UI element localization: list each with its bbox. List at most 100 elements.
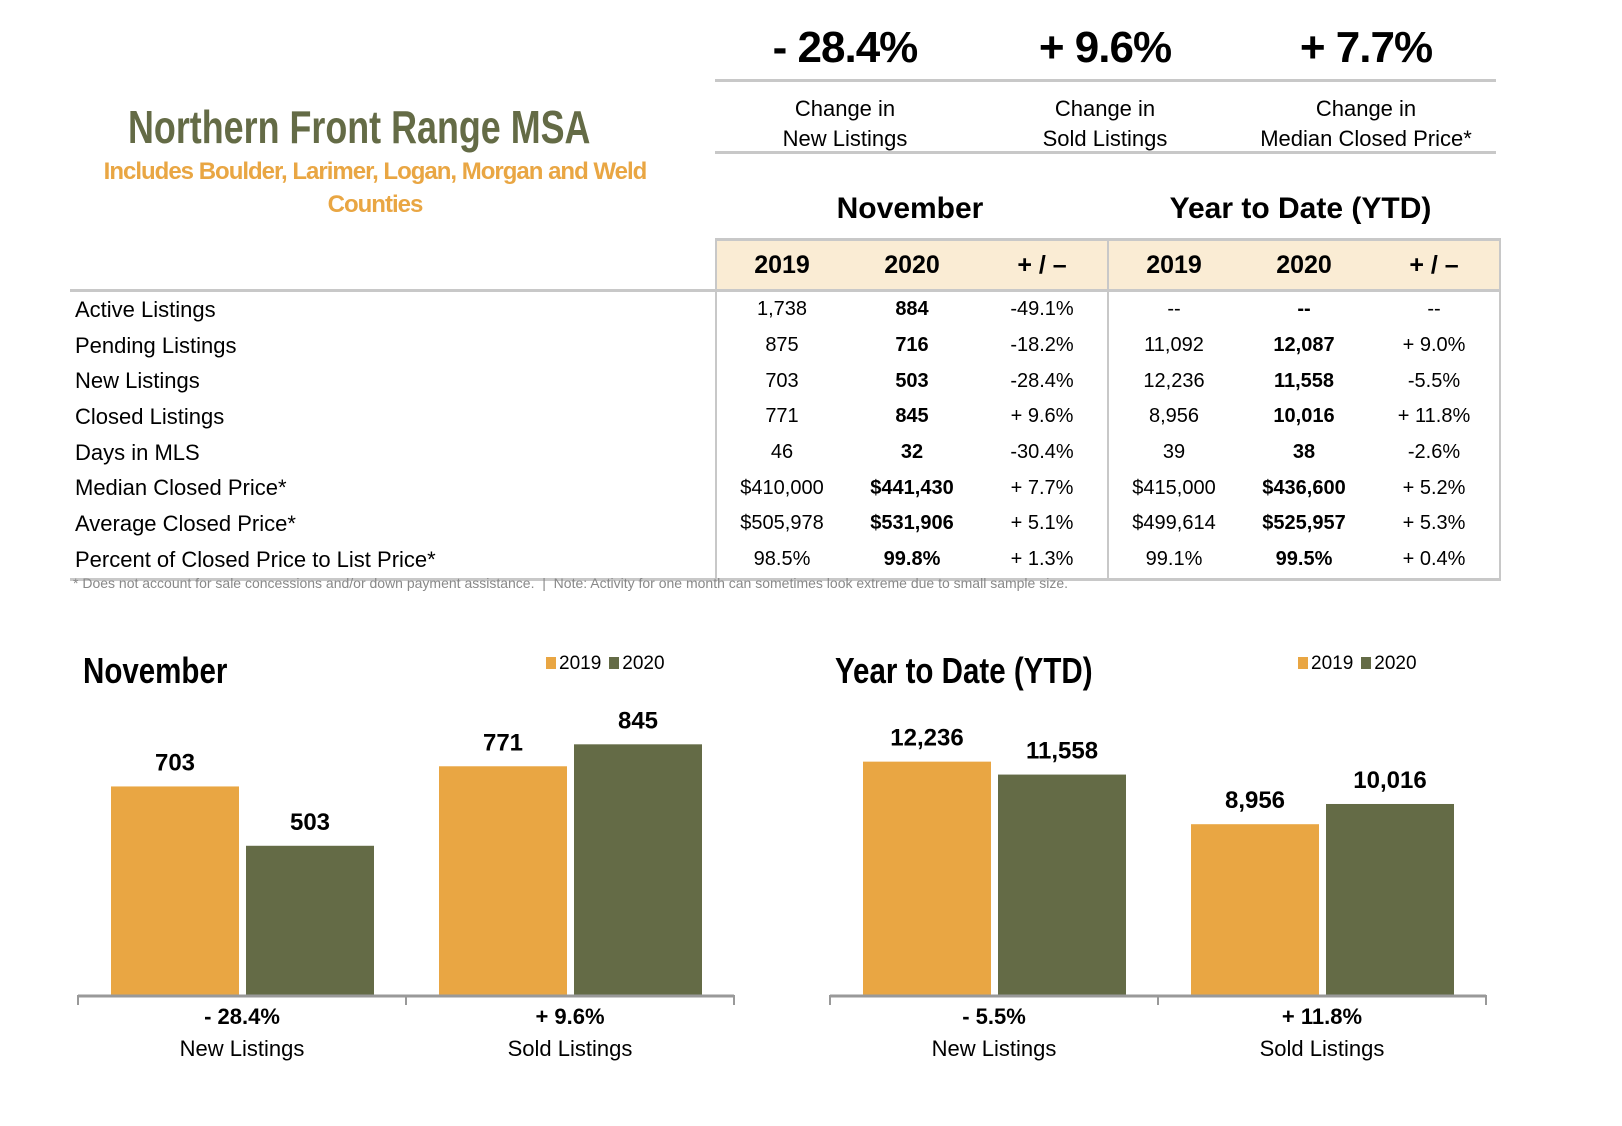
cell: 1,738 [715,290,847,328]
chart-title-month: November [83,650,228,691]
bar-2020-sold-listings [1326,803,1454,995]
cell: 503 [895,369,929,392]
cell: -49.1% [1010,298,1074,321]
data-label: 771 [483,729,523,756]
cell: 884 [895,298,929,321]
cell: + 0.4% [1369,541,1501,579]
bar-2019-sold-listings [1191,824,1319,995]
cell: 39 [1107,434,1239,471]
legend-ytd: 2019 2020 [1298,653,1417,675]
cell: 12,236 [1107,363,1239,400]
category-label: Sold Listings [1260,1036,1385,1061]
table-row: Average Closed Price* $505,978 $531,906 + 5… [70,506,1501,542]
row-label: New Listings [75,368,200,394]
divider [715,151,1496,154]
cell: 99.1% [1107,541,1239,579]
kpi-value: + 7.7% [1299,23,1433,72]
category-change: - 28.4% [204,1004,280,1029]
table-row: Active Listings 1,738 884 -49.1% -- -- -- [70,290,1501,328]
cell: -- [1107,290,1239,328]
cell: 771 [715,399,847,435]
legend-item-2019: 2019 [546,653,601,675]
bar-2020-sold-listings [574,744,702,995]
legend-item-2020: 2020 [609,653,665,675]
cell: + 5.3% [1369,506,1501,542]
col-header: + / – [977,238,1108,291]
cell: 875 [715,327,847,364]
col-header: 2019 [1107,238,1239,291]
category-change: - 5.5% [962,1004,1026,1029]
cell: $441,430 [870,476,954,499]
data-label: 703 [155,749,195,776]
cell: + 5.1% [1010,512,1074,535]
row-label: Median Closed Price* [75,475,287,501]
cell: 32 [900,441,924,464]
kpi-sold-listings: + 9.6% Change in Sold Listings [975,16,1235,154]
cell: 46 [715,434,847,471]
bar-2019-sold-listings [439,766,567,995]
kpi-label-1: Change in [1054,96,1156,121]
cell: 12,087 [1273,334,1335,357]
cell: 10,016 [1273,405,1335,428]
category-change: + 9.6% [535,1004,604,1029]
data-label: 503 [290,809,330,836]
col-header: 2019 [715,238,847,291]
cell: 845 [895,405,929,428]
cell: $410,000 [715,470,847,507]
data-label: 11,558 [1026,738,1098,765]
cell: + 5.2% [1369,470,1501,507]
cell: -28.4% [1010,369,1074,392]
cell: 99.5% [1275,548,1333,571]
divider [715,79,1496,82]
table-row: New Listings 703 503 -28.4% 12,236 11,558 -5.5… [70,363,1501,400]
cell: $415,000 [1107,470,1239,507]
kpi-label-2: Sold Listings [1042,126,1168,151]
col-header: + / – [1369,238,1501,291]
bar-2019-new-listings [111,786,239,995]
cell: $531,906 [870,512,954,535]
table-row: Percent of Closed Price to List Price* 98… [70,541,1501,579]
stats-table: 2019 2020 + / – 2019 2020 + / – Active L… [70,238,1501,581]
cell: -5.5% [1369,363,1501,400]
kpi-new-listings: - 28.4% Change in New Listings [715,16,975,154]
legend-item-2019: 2019 [1298,653,1353,675]
section-month: November [836,192,984,225]
row-label: Days in MLS [75,439,200,465]
row-label: Percent of Closed Price to List Price* [75,546,436,572]
data-label: 8,956 [1225,787,1285,814]
legend-item-2020: 2020 [1361,653,1417,675]
table-row: Days in MLS 46 32 -30.4% 39 38 -2.6% [70,434,1501,471]
page-title: Northern Front Range MSA [128,101,591,153]
bar-2020-new-listings [246,845,374,995]
col-header: 2020 [1239,238,1369,291]
category-label: New Listings [932,1036,1057,1061]
table-row: Pending Listings 875 716 -18.2% 11,092 12,087… [70,327,1501,364]
kpi-label-1: Change in [794,96,896,121]
cell: 38 [1292,441,1316,464]
cell: 8,956 [1107,399,1239,435]
cell: -18.2% [1010,334,1074,357]
bar-2020-new-listings [998,774,1126,995]
legend-month: 2019 2020 [546,653,665,675]
blank-header [70,239,716,291]
kpi-label-2: Median Closed Price* [1260,126,1472,151]
cell: $505,978 [715,506,847,542]
page-subtitle: Includes Boulder, Larimer, Logan, Morgan… [103,158,648,218]
cell: -- [1369,290,1501,328]
row-label: Active Listings [75,296,216,322]
data-label: 12,236 [890,725,963,752]
cell: 716 [895,334,929,357]
table-row: Closed Listings 771 845 + 9.6% 8,956 10,016 + … [70,399,1501,435]
cell: 11,092 [1107,327,1239,364]
cell: + 1.3% [1010,548,1074,571]
category-label: Sold Listings [508,1036,633,1061]
kpi-label-1: Change in [1315,96,1417,121]
cell: $499,614 [1107,506,1239,542]
cell: -- [1297,298,1311,321]
kpi-value: - 28.4% [772,23,919,72]
cell: $436,600 [1262,476,1346,499]
kpi-median-price: + 7.7% Change in Median Closed Price* [1236,16,1496,154]
col-header: 2020 [847,238,977,291]
cell: 11,558 [1273,369,1335,392]
